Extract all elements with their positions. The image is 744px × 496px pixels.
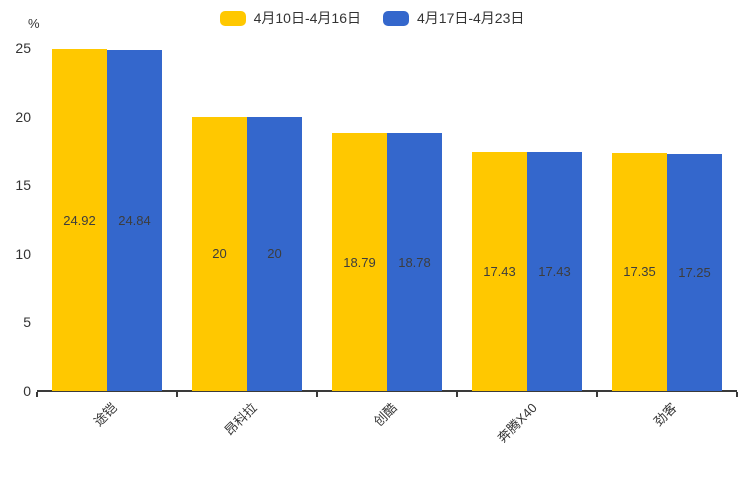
bar-途铠-series1[interactable]: 24.92 (52, 49, 107, 391)
bar-value-label: 17.43 (483, 263, 516, 279)
x-axis-tick (36, 392, 38, 397)
legend-item-week1[interactable]: 4月10日-4月16日 (219, 8, 361, 28)
y-axis-tick-label: 25 (15, 40, 31, 56)
y-axis-tick-label: 0 (23, 383, 31, 399)
bar-创酷-series2[interactable]: 18.78 (387, 133, 442, 391)
bar-value-label: 20 (267, 246, 282, 262)
y-axis-tick-label: 15 (15, 177, 31, 194)
y-axis-tick-label: 20 (15, 108, 31, 125)
bar-途铠-series2[interactable]: 24.84 (107, 50, 162, 391)
y-axis-tick-label: 5 (23, 314, 31, 331)
x-axis-tick (736, 392, 738, 397)
bar-劲客-series2[interactable]: 17.25 (667, 154, 722, 391)
x-axis-tick (316, 392, 318, 397)
legend-swatch-week2 (383, 10, 409, 26)
x-axis-line (37, 390, 737, 392)
x-axis-label: 劲客 (650, 400, 680, 430)
y-axis-tick-label: 10 (15, 245, 31, 262)
y-axis-unit-label: % (28, 16, 40, 31)
legend: 4月10日-4月16日 4月17日-4月23日 (0, 8, 744, 28)
x-axis-label: 昂科拉 (221, 400, 260, 439)
x-axis-label: 创酷 (370, 400, 400, 430)
bar-创酷-series1[interactable]: 18.79 (332, 133, 387, 391)
legend-label-week1: 4月10日-4月16日 (253, 10, 361, 26)
x-axis-tick (456, 392, 458, 397)
x-axis-label: 途铠 (90, 400, 120, 430)
x-axis-tick (596, 392, 598, 397)
bar-value-label: 20 (212, 246, 227, 262)
bar-奔腾X40-series1[interactable]: 17.43 (472, 151, 527, 391)
x-axis-tick (176, 392, 178, 397)
bar-value-label: 18.78 (398, 254, 431, 270)
legend-label-week2: 4月17日-4月23日 (417, 10, 525, 26)
x-axis-label: 奔腾X40 (494, 400, 540, 446)
bar-奔腾X40-series2[interactable]: 17.43 (527, 151, 582, 391)
bar-劲客-series1[interactable]: 17.35 (612, 152, 667, 391)
bar-value-label: 24.84 (118, 213, 151, 229)
bar-value-label: 17.25 (678, 265, 711, 281)
bar-value-label: 17.43 (538, 263, 571, 279)
bar-value-label: 18.79 (343, 254, 376, 270)
bar-昂科拉-series2[interactable]: 20 (247, 116, 302, 391)
bar-昂科拉-series1[interactable]: 20 (192, 116, 247, 391)
bar-value-label: 24.92 (63, 212, 96, 228)
legend-item-week2[interactable]: 4月17日-4月23日 (383, 8, 524, 28)
bar-value-label: 17.35 (623, 264, 656, 280)
legend-swatch-week1 (219, 10, 246, 26)
